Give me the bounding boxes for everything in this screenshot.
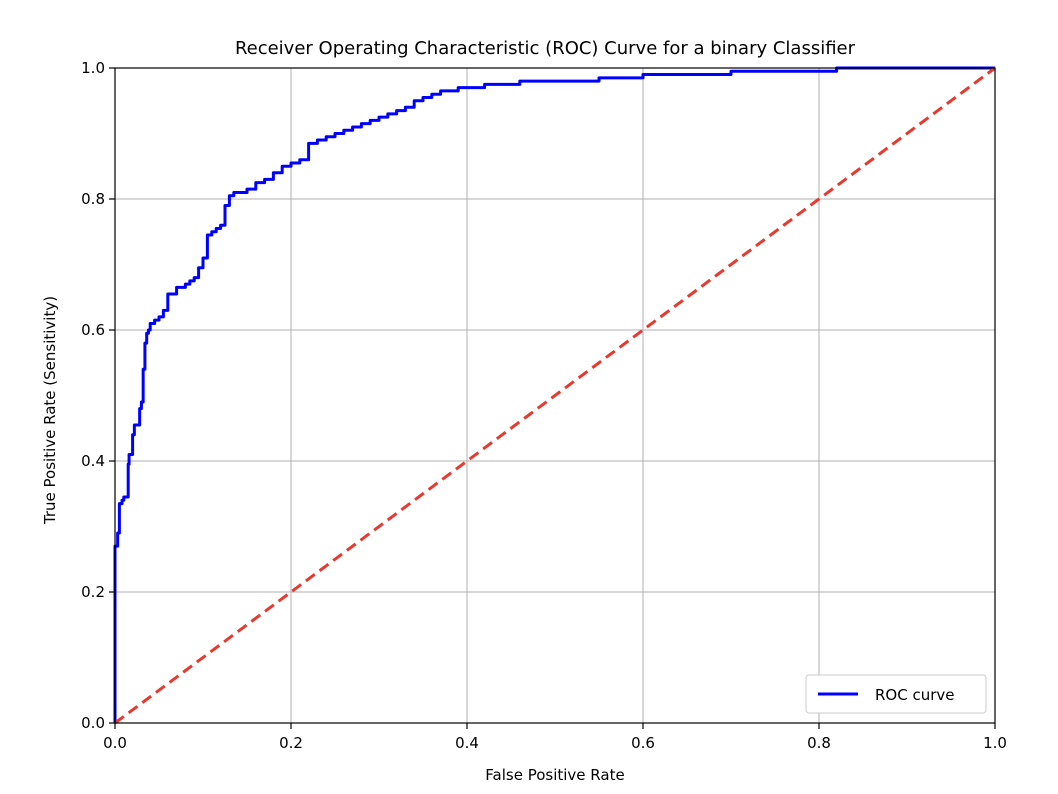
roc-curve-line <box>113 66 995 723</box>
y-tick-label: 0.2 <box>81 583 105 601</box>
ticks: 0.0 0.2 0.4 0.6 0.8 1.0 0.0 0.2 0.4 0.6 0.8 1.0 <box>81 59 1007 752</box>
x-tick-label: 1.0 <box>983 734 1007 752</box>
legend: ROC curve <box>805 674 987 714</box>
y-tick-label: 1.0 <box>81 59 105 77</box>
y-tick-label: 0.6 <box>81 321 105 339</box>
y-axis-label: True Positive Rate (Sensitivity) <box>41 296 59 525</box>
x-axis-label: False Positive Rate <box>485 766 624 784</box>
x-tick-label: 0.6 <box>631 734 655 752</box>
x-tick-label: 0.0 <box>103 734 127 752</box>
x-tick-label: 0.4 <box>455 734 479 752</box>
plot-frame <box>114 67 996 724</box>
x-tick-label: 0.2 <box>279 734 303 752</box>
diagonal-reference-line <box>114 66 996 725</box>
y-tick-label: 0.4 <box>81 452 105 470</box>
legend-label-roc-curve: ROC curve <box>875 686 955 704</box>
y-tick-label: 0.8 <box>81 190 105 208</box>
chart-title: Receiver Operating Characteristic (ROC) … <box>235 38 856 59</box>
series-layer <box>113 66 996 725</box>
legend-box <box>805 674 987 714</box>
x-tick-label: 0.8 <box>807 734 831 752</box>
y-tick-label: 0.0 <box>81 714 105 732</box>
